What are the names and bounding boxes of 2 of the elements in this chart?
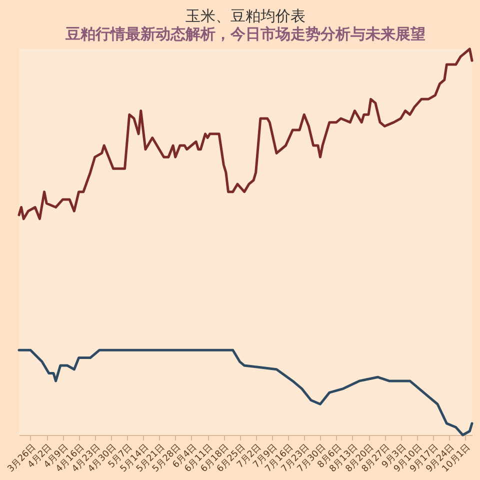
text: 豆粕行情最新动态解析，今日市场走势分析与未来展望 <box>64 24 426 43</box>
chart-title: 玉米、豆粕均价表 <box>186 6 306 25</box>
